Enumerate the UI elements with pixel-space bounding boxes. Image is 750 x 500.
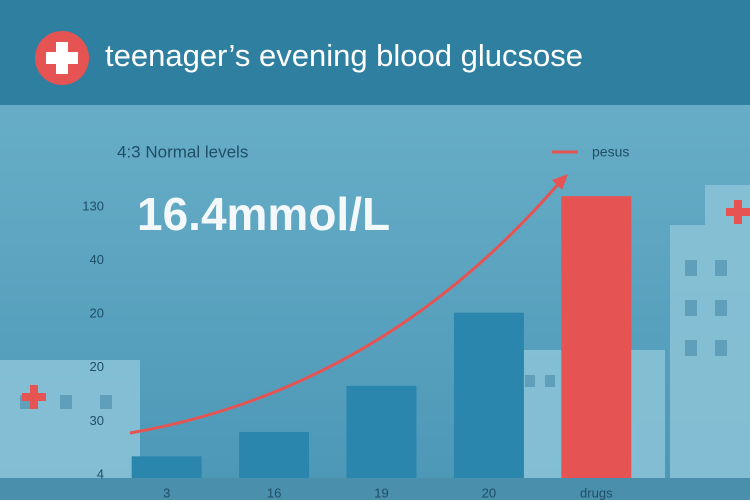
subtitle: 4:3 Normal levels	[117, 142, 248, 161]
bar	[561, 196, 632, 478]
legend-label: pesus	[592, 144, 629, 160]
ground	[0, 478, 750, 500]
y-tick-label: 4	[97, 466, 104, 481]
annotation: 16.4mmol/L	[137, 188, 390, 240]
x-tick-label: drugs	[580, 485, 613, 500]
bar	[346, 385, 417, 478]
windows	[20, 260, 727, 409]
y-tick-label: 20	[90, 306, 104, 321]
y-tick-label: 130	[82, 198, 104, 213]
hospital-crosses	[22, 200, 750, 409]
x-tick-label: 3	[163, 485, 170, 500]
logo-cross	[46, 52, 78, 64]
y-tick-label: 30	[90, 413, 104, 428]
y-tick-label: 20	[90, 359, 104, 374]
x-tick-label: 20	[482, 485, 496, 500]
x-tick-label: 19	[374, 485, 388, 500]
x-tick-label: 16	[267, 485, 281, 500]
bar	[131, 456, 202, 478]
trend-arrowhead	[552, 174, 568, 190]
header	[0, 0, 750, 105]
trend-arrow	[129, 181, 562, 435]
y-tick-label: 40	[90, 252, 104, 267]
chart-title: teenager’s evening blood glucsose	[105, 38, 583, 73]
bar	[453, 312, 524, 478]
bar	[239, 431, 310, 478]
